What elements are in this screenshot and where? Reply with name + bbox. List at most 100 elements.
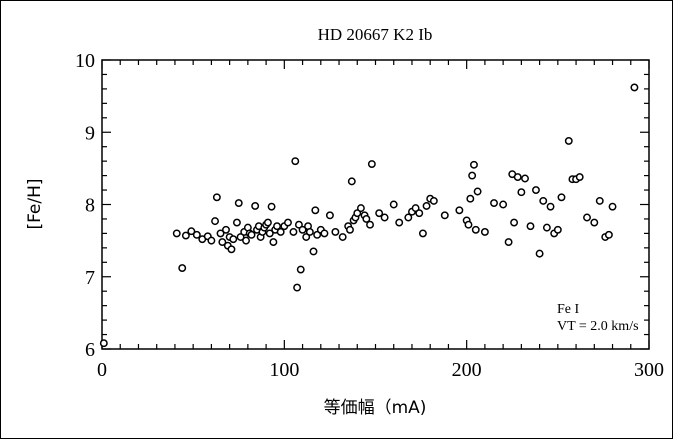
annotation-element: Fe I [557, 302, 580, 317]
data-points [99, 83, 639, 348]
data-point [216, 229, 225, 238]
data-point [309, 247, 318, 256]
data-point [595, 196, 604, 205]
data-point [575, 173, 584, 181]
data-point [590, 218, 599, 227]
data-point [294, 220, 303, 229]
data-point [440, 211, 449, 220]
data-point [320, 229, 329, 238]
data-point [293, 283, 302, 292]
data-point [284, 218, 292, 227]
data-point [346, 225, 354, 234]
data-point [172, 229, 181, 238]
data-point [263, 218, 272, 227]
data-point [583, 213, 591, 222]
data-point [513, 173, 522, 181]
data-point [404, 213, 413, 222]
data-point [395, 218, 404, 227]
data-point [212, 193, 221, 202]
data-point [429, 196, 438, 205]
data-point [207, 236, 216, 245]
data-point [181, 231, 190, 240]
data-point [302, 233, 311, 241]
data-point [526, 222, 535, 231]
x-tick-label: 100 [269, 359, 299, 381]
data-point [490, 199, 498, 208]
data-point [546, 202, 555, 211]
data-point [557, 193, 566, 202]
data-point [298, 225, 307, 234]
data-point [178, 264, 187, 273]
data-point [218, 238, 227, 247]
data-point [356, 204, 365, 213]
data-point [353, 209, 362, 218]
data-point [192, 230, 201, 239]
data-point [366, 220, 374, 229]
data-point [517, 188, 526, 197]
data-point [311, 206, 320, 215]
data-point [236, 233, 245, 241]
data-point [291, 157, 300, 166]
data-point [473, 187, 482, 196]
data-point [273, 222, 281, 231]
data-point [338, 233, 347, 241]
data-point [466, 194, 475, 203]
data-point [267, 202, 276, 211]
data-point [99, 339, 108, 348]
data-point [375, 209, 384, 218]
data-point [455, 206, 464, 215]
data-point [468, 171, 477, 180]
data-point [471, 225, 480, 234]
y-tick-label: 8 [85, 195, 95, 217]
data-point [325, 211, 334, 220]
data-point [211, 217, 219, 226]
data-point [510, 218, 519, 227]
data-point [564, 136, 573, 145]
y-tick-label: 9 [85, 122, 95, 144]
data-point [265, 229, 274, 238]
data-point [234, 199, 243, 208]
data-point [470, 160, 478, 169]
data-point [504, 238, 513, 247]
y-axis-label: [Fe/H] [25, 178, 45, 229]
data-point [539, 196, 548, 205]
data-point [187, 227, 196, 236]
data-point [422, 201, 431, 210]
axis-ticks [101, 59, 650, 350]
data-point [499, 200, 508, 209]
data-point [608, 202, 617, 211]
data-point [296, 265, 305, 274]
data-point [232, 218, 241, 227]
y-tick-label: 6 [85, 339, 95, 361]
data-point [542, 223, 551, 232]
data-point [229, 235, 238, 244]
data-point [269, 238, 278, 247]
x-tick-label: 200 [452, 359, 482, 381]
data-point [251, 201, 260, 210]
data-point [289, 228, 298, 236]
data-point [247, 230, 256, 239]
data-point [389, 200, 398, 209]
chart-title: HD 20667 K2 Ib [318, 25, 433, 44]
y-tick-label: 7 [85, 267, 95, 289]
tick-labels: 0 100 200 300 6 7 8 9 10 [75, 50, 664, 381]
data-point [227, 245, 236, 254]
data-point [604, 230, 613, 239]
data-point [464, 220, 473, 229]
data-point [532, 186, 540, 195]
data-point [367, 160, 376, 168]
data-point [480, 228, 489, 236]
data-point [535, 249, 544, 258]
x-tick-label: 0 [97, 359, 107, 381]
x-axis-label: 等価幅（mA) [324, 398, 427, 418]
data-point [305, 228, 314, 236]
data-point [418, 229, 427, 238]
data-point [222, 225, 230, 234]
data-point [521, 174, 529, 183]
annotation-microturbulence: VT = 2.0 km/s [557, 319, 639, 334]
data-point [276, 228, 285, 236]
data-point [242, 236, 250, 245]
data-point [630, 83, 639, 92]
